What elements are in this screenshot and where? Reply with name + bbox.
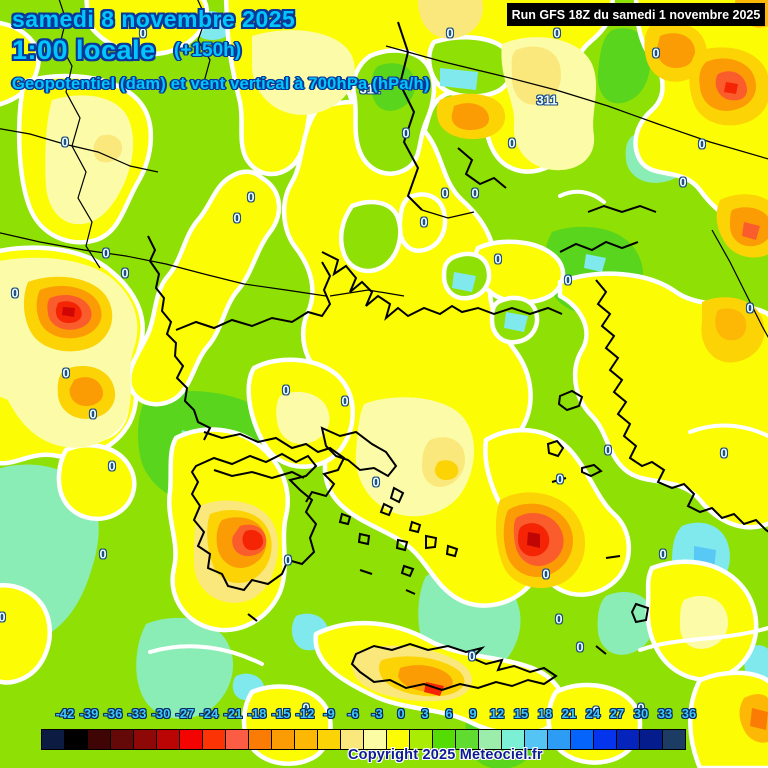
run-info-box: Run GFS 18Z du samedi 1 novembre 2025 (507, 3, 765, 26)
legend-tick: 27 (609, 706, 625, 721)
legend-tick: -9 (323, 706, 335, 721)
legend-color-box (64, 729, 88, 750)
legend-tick: 24 (585, 706, 601, 721)
legend-color-box (225, 729, 249, 750)
legend-color-box (87, 729, 111, 750)
legend-tick: -15 (271, 706, 291, 721)
legend-tick: -30 (151, 706, 171, 721)
legend-color-scale (41, 729, 686, 750)
legend-color-box (639, 729, 663, 750)
legend-color-box (294, 729, 318, 750)
legend-tick: -12 (295, 706, 315, 721)
legend: -42 -39 -36 -33 -30 -27 -24 -21 -18 -15 -12 -9 -6 -3 0… (41, 706, 713, 752)
legend-tick: 12 (489, 706, 505, 721)
legend-tick: -24 (199, 706, 219, 721)
legend-tick: 21 (561, 706, 577, 721)
map-carve-accents (372, 63, 528, 332)
legend-tick: 3 (421, 706, 429, 721)
legend-tick: -21 (223, 706, 243, 721)
legend-tick: 18 (537, 706, 553, 721)
legend-color-box (248, 729, 272, 750)
legend-tick: 36 (681, 706, 697, 721)
legend-color-box (156, 729, 180, 750)
legend-tick: 30 (633, 706, 649, 721)
legend-color-box (179, 729, 203, 750)
legend-tick: 9 (469, 706, 477, 721)
legend-color-box (616, 729, 640, 750)
copyright-label: Copyright 2025 Meteociel.fr (348, 747, 543, 763)
map-warm-cores (0, 0, 768, 743)
legend-tick: -42 (55, 706, 75, 721)
legend-tick: -18 (247, 706, 267, 721)
legend-tick: 0 (397, 706, 405, 721)
legend-tick: -3 (371, 706, 383, 721)
legend-tick: 6 (445, 706, 453, 721)
legend-tick: -33 (127, 706, 147, 721)
legend-color-box (271, 729, 295, 750)
legend-tick: -6 (347, 706, 359, 721)
legend-tick: -39 (79, 706, 99, 721)
legend-color-box (133, 729, 157, 750)
legend-tick: -27 (175, 706, 195, 721)
legend-color-box (570, 729, 594, 750)
run-info-label: Run GFS 18Z du samedi 1 novembre 2025 (511, 7, 761, 22)
legend-color-box (547, 729, 571, 750)
map-borders (0, 0, 768, 339)
legend-color-box (110, 729, 134, 750)
legend-tick: -36 (103, 706, 123, 721)
legend-color-box (41, 729, 65, 750)
legend-color-box (593, 729, 617, 750)
legend-tick: 33 (657, 706, 673, 721)
legend-tick: 15 (513, 706, 529, 721)
legend-color-box (317, 729, 341, 750)
legend-color-box (202, 729, 226, 750)
legend-tick-labels: -42 -39 -36 -33 -30 -27 -24 -21 -18 -15 -12 -9 -6 -3 0… (41, 706, 713, 726)
legend-color-box (662, 729, 686, 750)
map-white-contours (148, 189, 768, 666)
map-coastlines (147, 21, 768, 692)
